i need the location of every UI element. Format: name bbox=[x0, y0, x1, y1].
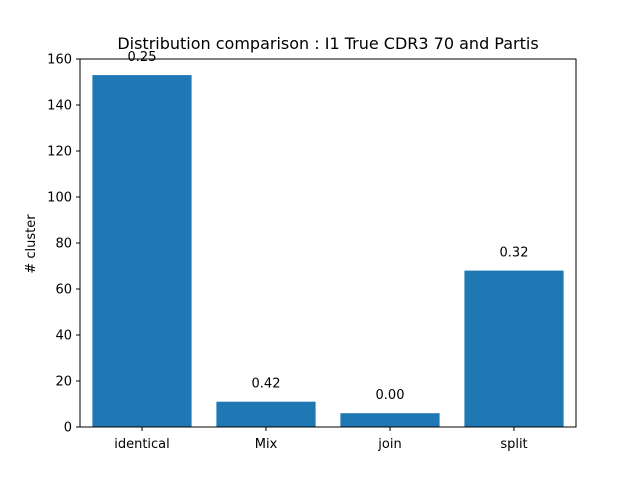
bar-split bbox=[464, 270, 564, 427]
plot-frame bbox=[79, 58, 577, 428]
y-tick-label: 0 bbox=[64, 421, 72, 436]
bar-value-labels: 0.25 0.42 0.00 0.32 bbox=[128, 50, 529, 403]
y-tick-label: 20 bbox=[55, 375, 72, 390]
x-tick-label: split bbox=[500, 437, 527, 452]
x-axis-ticks: identical Mix join split bbox=[114, 427, 528, 452]
bar-value-label: 0.00 bbox=[376, 388, 405, 403]
y-tick-label: 120 bbox=[47, 145, 72, 160]
bar-value-label: 0.42 bbox=[252, 377, 281, 392]
y-tick-label: 40 bbox=[55, 329, 72, 344]
bar-value-label: 0.32 bbox=[500, 246, 529, 261]
chart-title: Distribution comparison : I1 True CDR3 7… bbox=[117, 34, 538, 53]
y-tick-label: 100 bbox=[47, 191, 72, 206]
y-axis-label: # cluster bbox=[24, 214, 39, 274]
y-axis-ticks: 0 20 40 60 80 100 120 140 160 bbox=[47, 53, 80, 436]
bar-value-label: 0.25 bbox=[128, 50, 157, 65]
y-tick-label: 140 bbox=[47, 99, 72, 114]
y-tick-label: 160 bbox=[47, 53, 72, 68]
x-tick-label: Mix bbox=[255, 437, 278, 452]
y-tick-label: 80 bbox=[55, 237, 72, 252]
bar-join bbox=[340, 413, 440, 427]
x-tick-label: join bbox=[377, 437, 401, 452]
x-tick-label: identical bbox=[114, 437, 170, 452]
bars bbox=[92, 75, 564, 427]
bar-mix bbox=[216, 401, 316, 427]
bar-identical bbox=[92, 75, 192, 427]
y-tick-label: 60 bbox=[55, 283, 72, 298]
